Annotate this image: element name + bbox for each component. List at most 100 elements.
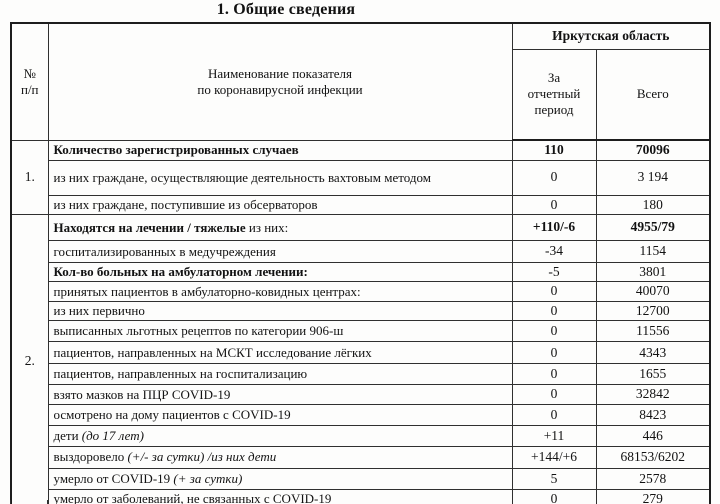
row-label: Находятся на лечении / тяжелые из них: [47, 213, 513, 241]
row-label: выписанных льготных рецептов по категори… [47, 320, 513, 343]
total-value: 32842 [595, 384, 711, 405]
table-row: умерло от заболеваний, не связанных с CO… [11, 488, 711, 504]
col-header-period: За отчетный период [511, 48, 597, 141]
total-value: 68153/6202 [595, 445, 711, 469]
table-row: из них первично 0 12700 [11, 300, 711, 322]
table-row: 2. Находятся на лечении / тяжелые из них:… [10, 213, 711, 504]
total-value: 1154 [595, 239, 711, 263]
row-label-part: Кол-во больных на амбулаторном лечении: [53, 264, 308, 280]
period-value: 0 [511, 384, 597, 405]
row-label-part: Находятся на лечении / тяжелые [53, 219, 249, 235]
row-label: из них граждане, осуществляющие деятельн… [47, 159, 513, 196]
row-label: умерло от заболеваний, не связанных с CO… [47, 488, 513, 504]
row-label: из них первично [47, 300, 513, 322]
period-value: 0 [511, 281, 597, 302]
row-label: пациентов, направленных на госпитализаци… [47, 363, 513, 386]
row-label-part: (до 17 лет) [81, 427, 144, 443]
total-value: 2578 [595, 467, 711, 490]
general-info-table: № п/п Наименование показателя по коронав… [10, 22, 712, 504]
period-value: -34 [511, 239, 597, 263]
table-row: взято мазков на ПЦР COVID-19 0 32842 [11, 384, 711, 405]
table-row: выписанных льготных рецептов по категори… [11, 320, 711, 343]
total-value: 3 194 [595, 159, 711, 196]
total-value: 3801 [595, 261, 711, 283]
period-value: 0 [511, 320, 597, 343]
total-value: 4955/79 [595, 213, 711, 241]
page-title: 1. Общие сведения [216, 1, 356, 18]
section-number: 2. [10, 213, 49, 504]
table-row: дети (до 17 лет) +11 446 [11, 424, 711, 447]
row-label-part: выздоровело [53, 449, 128, 465]
border-stub [10, 500, 11, 504]
table-row: осмотрено на дому пациентов с COVID-19 0 8… [11, 403, 711, 426]
period-value: +11 [511, 424, 597, 447]
period-value: 5 [511, 467, 597, 490]
row-label-part: пациентов, направленных на МСКТ исследов… [53, 344, 372, 360]
table-row: Кол-во больных на амбулаторном лечении: -… [11, 261, 711, 283]
row-label-part: умерло от заболеваний, не связанных с CO… [53, 491, 332, 504]
header-row-top: № п/п Наименование показателя по коронав… [10, 22, 711, 141]
row-label-part: из них граждане, осуществляющие деятельн… [53, 169, 431, 185]
table-row: 1. Количество зарегистрированных случаев 1… [10, 139, 711, 215]
col-header-total: Всего [595, 48, 711, 141]
row-label: из них граждане, поступившие из обсерват… [47, 194, 513, 215]
row-label: выздоровело (+/- за сутки) /из них дети [47, 445, 513, 469]
total-value: 70096 [595, 139, 711, 161]
row-label: пациентов, направленных на МСКТ исследов… [47, 341, 513, 365]
header-row-sub: За отчетный период Всего [11, 48, 711, 141]
total-value: 8423 [595, 403, 711, 426]
total-value: 1655 [595, 363, 711, 386]
period-value: 0 [511, 403, 597, 426]
total-value: 12700 [595, 300, 711, 322]
period-value: +110/-6 [511, 213, 597, 241]
period-value: 0 [511, 488, 597, 504]
table-row: из них граждане, поступившие из обсерват… [11, 194, 711, 215]
row-label-part: умерло от COVID-19 [53, 470, 174, 486]
row-label: Кол-во больных на амбулаторном лечении: [47, 261, 513, 283]
col-header-num: № п/п [10, 22, 49, 141]
total-value: 279 [595, 488, 711, 504]
period-value: -5 [511, 261, 597, 283]
row-label-part: (+ за сутки) [173, 470, 243, 486]
row-label-part: выписанных льготных рецептов по категори… [53, 323, 344, 339]
row-label-part: осмотрено на дому пациентов с COVID-19 [53, 406, 291, 422]
row-label-part: взято мазков на ПЦР COVID-19 [53, 386, 231, 402]
row-label: госпитализированных в медучреждения [47, 239, 513, 263]
period-value: 0 [511, 363, 597, 386]
table-row: выздоровело (+/- за сутки) /из них дети +… [11, 445, 711, 469]
row-label-part: из них граждане, поступившие из обсерват… [53, 196, 318, 212]
total-value: 4343 [595, 341, 711, 365]
row-label: дети (до 17 лет) [47, 424, 513, 447]
col-header-name: Наименование показателя по коронавирусно… [47, 22, 513, 141]
section-number: 1. [10, 139, 49, 215]
total-value: 11556 [595, 320, 711, 343]
table-row: принятых пациентов в амбулаторно-ковидны… [11, 281, 711, 302]
total-value: 180 [595, 194, 711, 215]
row-label-part: госпитализированных в медучреждения [53, 243, 276, 259]
period-value: 0 [511, 300, 597, 322]
period-value: 110 [511, 139, 597, 161]
border-stub [47, 500, 48, 504]
table-row: госпитализированных в медучреждения -34 11… [11, 239, 711, 263]
row-label: взято мазков на ПЦР COVID-19 [47, 384, 513, 405]
row-label-part: принятых пациентов в амбулаторно-ковидны… [53, 283, 361, 299]
row-label-part: (+/- за сутки) /из них дети [127, 449, 277, 465]
col-header-region: Иркутская область [511, 22, 711, 50]
row-label-part: пациентов, направленных на госпитализаци… [53, 366, 308, 382]
row-label-part: из них: [248, 219, 289, 235]
period-value: 0 [511, 194, 597, 215]
table-row: умерло от COVID-19 (+ за сутки) 5 2578 [11, 467, 711, 490]
period-value: 0 [511, 159, 597, 196]
table-body: 1. Количество зарегистрированных случаев 1… [10, 139, 711, 504]
total-value: 40070 [595, 281, 711, 302]
row-label-part: из них первично [53, 303, 145, 319]
row-label: осмотрено на дому пациентов с COVID-19 [47, 403, 513, 426]
table-row: из них граждане, осуществляющие деятельн… [11, 159, 711, 196]
row-label: умерло от COVID-19 (+ за сутки) [47, 467, 513, 490]
row-label-part: Количество зарегистрированных случаев [53, 142, 299, 158]
table-row: пациентов, направленных на МСКТ исследов… [11, 341, 711, 365]
row-label: принятых пациентов в амбулаторно-ковидны… [47, 281, 513, 302]
period-value: 0 [511, 341, 597, 365]
table-row: пациентов, направленных на госпитализаци… [11, 363, 711, 386]
